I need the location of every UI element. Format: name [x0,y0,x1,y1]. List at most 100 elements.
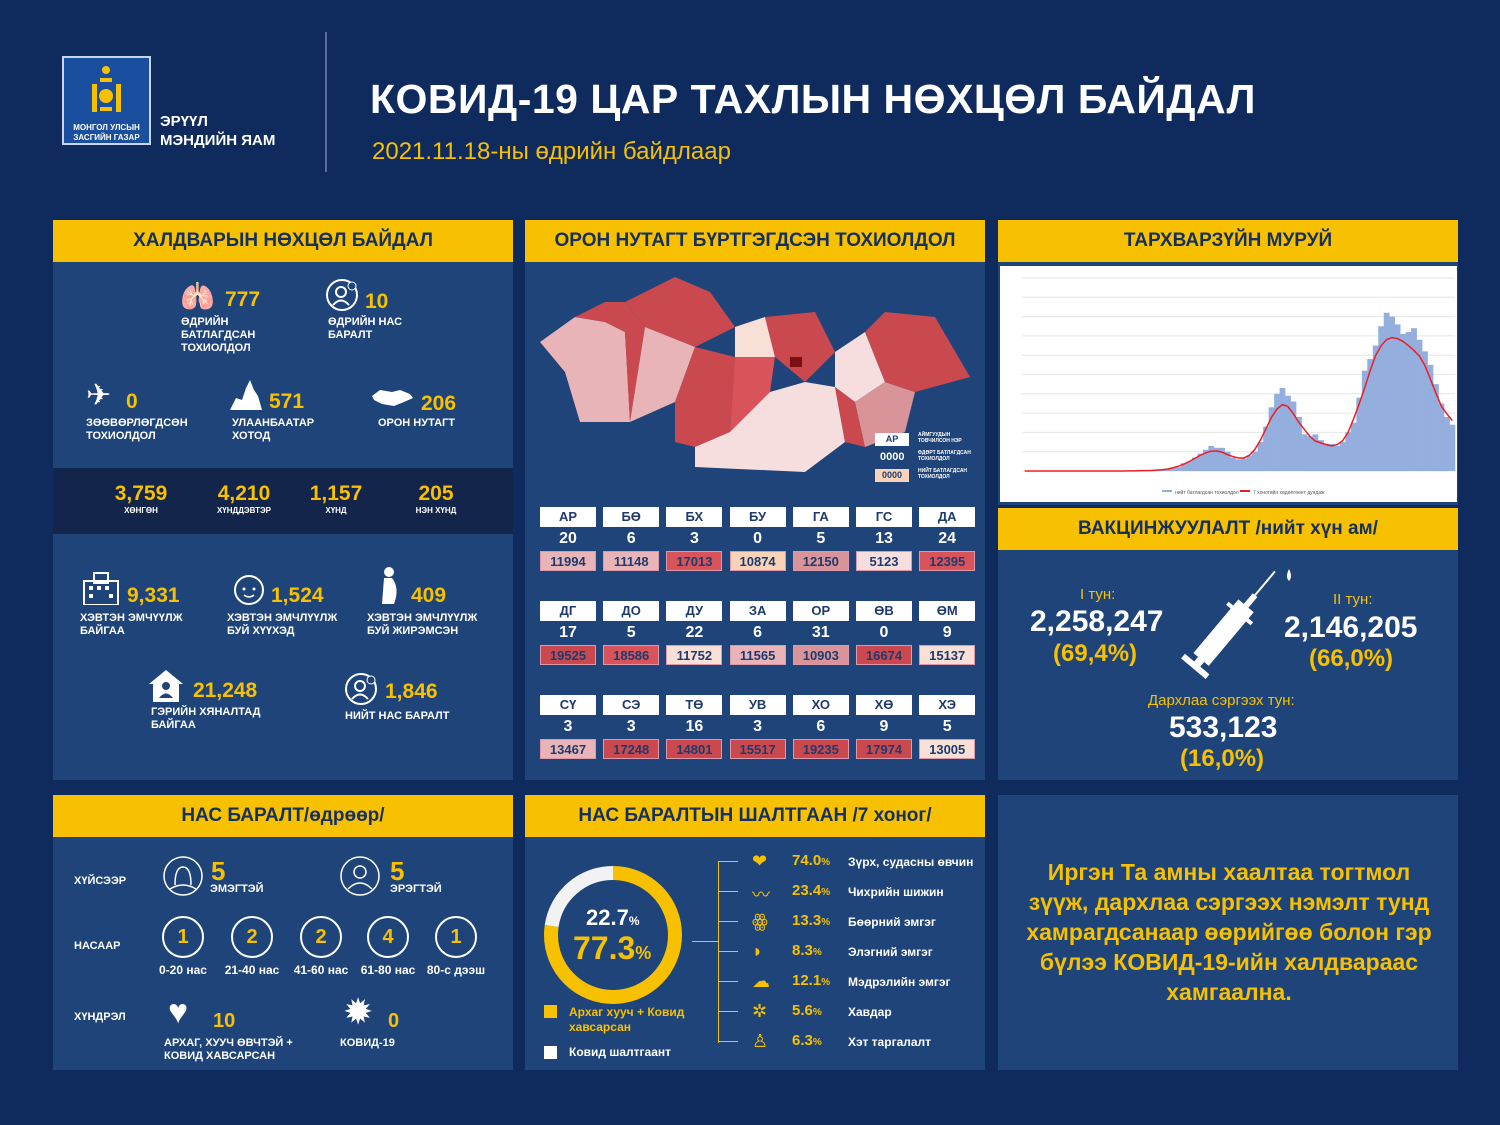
case-bar [1241,458,1248,471]
legend-daily-label: ӨДӨРТ БАТЛАГДСАН ТОХИОЛДОЛ [918,450,971,462]
province-daily: 24 [938,530,957,547]
province-total: 17974 [856,739,912,759]
rural-label: ОРОН НУТАГТ [378,417,456,429]
disease-pct-value: 12.1 [792,972,822,989]
pct-sign: % [812,1007,822,1018]
case-bar [1334,445,1341,471]
province-daily: 22 [685,624,704,641]
chronic-pct: 77.3% [573,930,651,967]
severity-value: 205 [418,482,454,505]
daily-confirmed-value: 777 [225,288,261,311]
male-label: ЭРЭГТЭЙ [390,883,442,895]
province-total: 12395 [919,551,976,571]
lungs-icon: 🫁 [180,281,215,312]
legend-abbr-sample: АР [875,433,909,446]
provinces-panel-title: ОРОН НУТАГТ БҮРТГЭГДСЭН ТОХИОЛДОЛ [525,220,985,262]
province-cell: ХЭ 5 13005 [919,695,976,759]
ulaanbaatar-region [790,357,802,367]
province-cell: АР 20 11994 [540,507,596,571]
pregnant-value: 409 [411,584,447,607]
dose2-label: II тун: [1333,591,1373,608]
province-daily: 5 [816,530,826,547]
bracket-tick [718,1011,738,1012]
daily-deaths-label: ӨДРИЙН НАС БАРАЛТ [328,316,403,341]
province-cell: ДГ 17 19525 [540,601,596,665]
daily-deaths-value: 10 [365,290,389,313]
province-cell: ӨМ 9 15137 [919,601,976,665]
province-region [835,332,885,402]
disease-name: Хавдар [848,1005,892,1019]
case-bar [1449,424,1456,471]
severity-value: 4,210 [217,482,271,505]
province-daily: 13 [875,530,893,547]
province-cell: ГА 5 12150 [792,507,849,571]
province-cell: УВ 3 15517 [729,695,786,759]
hospital-icon [83,572,119,605]
person-minus-icon [345,673,377,705]
province-daily: 9 [879,718,889,735]
age-group-label: 0-20 нас [159,963,207,977]
bracket-tick [718,921,738,922]
severity-label: ХҮНД [325,506,347,515]
case-bar [1290,401,1297,471]
province-total: 19525 [540,645,596,665]
province-cell: ДУ 22 11752 [666,601,723,665]
province-abbr: СЭ [603,695,660,715]
province-abbr: СҮ [540,695,596,715]
bracket-tick [718,891,738,892]
province-total: 19235 [792,739,849,759]
pct-sign: % [812,947,822,958]
province-total: 17248 [603,739,660,759]
total-deaths-label: НИЙТ НАС БАРАЛТ [345,710,450,722]
province-total: 15137 [919,645,976,665]
province-abbr: ОР [792,601,849,621]
province-abbr: ДО [603,601,660,621]
province-abbr: ДА [919,507,976,527]
case-bar [1405,332,1412,471]
province-abbr: ДУ [666,601,723,621]
case-bar [1307,436,1313,471]
province-daily: 5 [626,624,636,641]
complication-label: ХҮНДРЭЛ [74,1011,126,1023]
province-daily: 3 [689,530,699,547]
disease-pct: 13.3% [792,912,830,929]
case-bar [1257,442,1264,471]
case-bar [1416,339,1423,471]
province-total: 11565 [729,645,786,665]
case-bar [1213,447,1220,471]
legend-line-label: 7 хоногийн хөдөлгөөнт дундаж [1253,489,1325,496]
pancreas-icon: 〰 [752,885,770,905]
case-bar [1323,443,1330,471]
province-daily: 6 [626,530,636,547]
home-monitoring-value: 21,248 [193,679,258,702]
disease-pct-value: 74.0 [792,852,822,869]
liver-icon: ◗ [752,941,763,961]
severity-label: ХҮНДДЭВТЭР [216,506,272,515]
pct-sign: % [821,917,831,928]
province-region [540,317,630,422]
province-cell: БӨ 6 11148 [603,507,660,571]
severity-item: 205 НЭН ХҮНД [383,482,489,515]
moving-average-line [1024,336,1453,472]
province-total: 14801 [666,739,723,759]
age-group-label: 80-с дээш [426,963,486,977]
province-daily: 3 [563,718,573,735]
case-bar [1159,470,1165,471]
home-person-icon [149,670,183,702]
legend-daily-sample: 0000 [880,451,905,463]
disease-pct-value: 8.3 [792,942,813,959]
province-total: 11752 [666,645,723,665]
pregnant-label: ХЭВТЭН ЭМЧЛҮҮЛЖ БУЙ ЖИРЭМСЭН [367,612,478,637]
province-region [575,302,645,422]
province-daily: 6 [816,718,826,735]
case-bar [1285,395,1291,471]
case-bar [1279,388,1286,471]
province-region [675,347,735,447]
case-bar [1328,443,1335,471]
disease-name: Элэгний эмгэг [848,945,933,959]
province-region [865,312,970,392]
kidney-icon: ꙮ [752,911,768,931]
province-cell: СЭ 3 17248 [603,695,660,759]
province-total: 10874 [729,551,786,571]
case-bar [1219,447,1226,471]
